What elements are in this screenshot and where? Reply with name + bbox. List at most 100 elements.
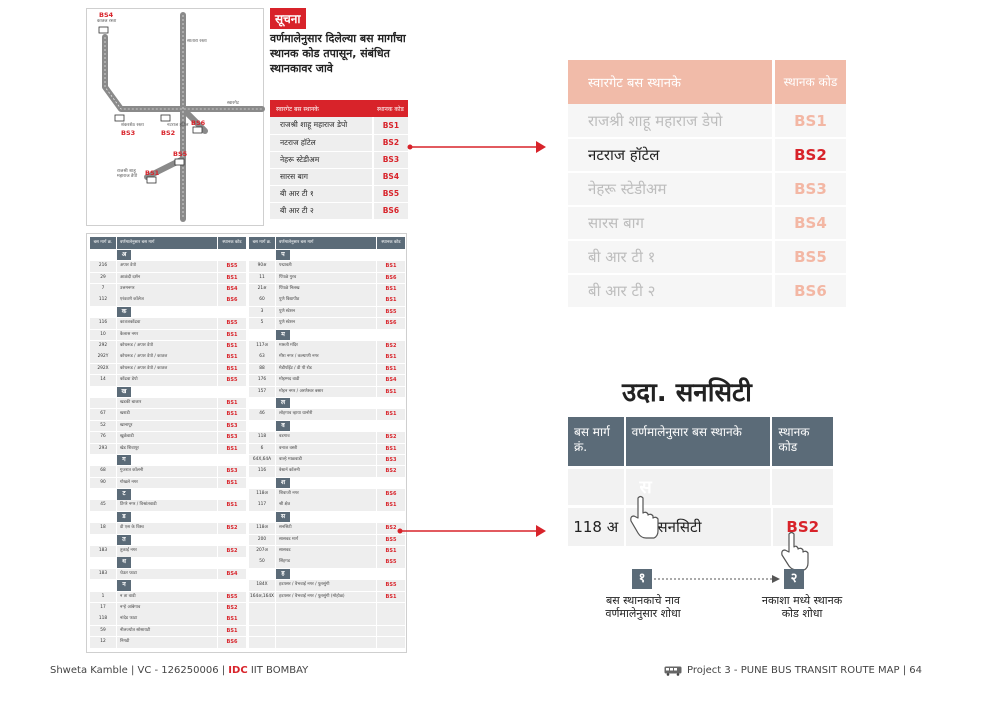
index-header-route: बस मार्ग क्र.: [249, 237, 275, 249]
index-stop-name: सासवड मार्ग: [276, 534, 376, 546]
table-row: 10 कैलास नगर BS1: [90, 329, 246, 341]
index-cell-empty: [90, 534, 116, 546]
table-row: 88 मेडीपॉईंट / डी पी रोड BS1: [249, 363, 405, 375]
step-1-badge: १: [632, 569, 652, 589]
table-row: 76 खुळेवाडी BS3: [90, 432, 246, 443]
table-row: 29 आळंदी दर्शन BS1: [90, 272, 246, 284]
index-stop-name: मोहन नगर / अरणेश्वर बसार: [276, 386, 376, 398]
index-header: बस मार्ग क्र. वर्णमालेनुसार बस मार्ग स्थान…: [249, 237, 405, 249]
table-row: 118 वडगाव BS2: [249, 432, 405, 443]
example-col-name: वर्णमालेनुसार बस स्थानके: [625, 417, 771, 466]
index-route: 118: [249, 432, 275, 443]
index-cell-empty: [377, 511, 405, 523]
index-route: 60: [249, 295, 275, 306]
index-route: 1: [90, 591, 116, 603]
index-stop-code: BS2: [218, 546, 246, 557]
index-letter-row: न: [90, 580, 246, 591]
step-1-label: बस स्थानकाचे नाव वर्णमालेनुसार शोधा: [605, 594, 681, 620]
index-stop-name: लोहगाव व्हाया धानोरी: [276, 409, 376, 420]
index-stop-name: पुणे स्टेशन: [276, 306, 376, 318]
table-row: 7 उत्तमनगर BS4: [90, 284, 246, 295]
table-row: राजश्री शाहू महाराज डेपो BS1: [270, 117, 408, 135]
table-row: 46 लोहगाव व्हाया धानोरी BS1: [249, 409, 405, 420]
index-stop-code: BS6: [377, 489, 405, 500]
stop-code: BS2: [371, 134, 408, 152]
index-stop-name: शिवाजी नगर: [276, 489, 376, 500]
index-route: [90, 397, 116, 409]
index-stop-name: हडपसर / वैभवाई नगर / फुरसुंगी: [276, 580, 376, 591]
index-stop-name: उत्तमनगर: [117, 284, 217, 295]
index-cell-empty: [218, 454, 246, 466]
index-stop-name: श्री क्षेत्र: [276, 500, 376, 511]
index-route: 63: [249, 352, 275, 363]
index-route: 164अ,164X: [249, 591, 275, 603]
table-row: सारस बाग BS4: [270, 168, 408, 186]
index-cell-empty: [377, 397, 405, 409]
example-letter-row: स: [568, 469, 833, 505]
index-stop-name: कोथरूड / अप्पर डेपो / कात्रज: [117, 352, 217, 363]
index-cell-empty: [377, 477, 405, 489]
index-cell-empty: [249, 603, 275, 614]
index-letter: ह: [276, 568, 290, 580]
table-row: 21अ पिंपळे निलख BS1: [249, 284, 405, 295]
index-stop-code: BS1: [218, 397, 246, 409]
index-empty-row: [249, 637, 405, 648]
index-stop-name: कोंढवा डेपो: [117, 375, 217, 386]
index-stop-code: BS5: [218, 591, 246, 603]
stop-name: नेहरू स्टेडीअम: [270, 151, 373, 169]
map-roads: [98, 12, 265, 222]
index-stop-name: कात्रजकोंढवा: [117, 318, 217, 329]
index-letter-cell: ह: [276, 568, 376, 580]
index-stop-code: BS4: [218, 568, 246, 580]
index-stop-code: BS5: [377, 557, 405, 568]
table-row: 14 कोंढवा डेपो BS5: [90, 375, 246, 386]
stop-code: BS5: [771, 240, 846, 275]
index-empty-row: [249, 603, 405, 614]
index-cell-empty: [377, 249, 405, 261]
index-stop-name: अप्पर डेपो: [117, 261, 217, 272]
index-route: 292Y: [90, 352, 116, 363]
index-letter-row: ग: [90, 454, 246, 466]
index-letter-cell: ग: [117, 454, 217, 466]
index-stop-code: BS4: [377, 375, 405, 386]
index-letter: व: [276, 420, 290, 432]
stops-header-name: स्वारगेट बस स्थानके: [568, 60, 774, 104]
map-stop-bs2: BS2: [161, 129, 176, 137]
step-2-badge: २: [784, 569, 804, 589]
index-stop-code: BS5: [218, 375, 246, 386]
index-stop-name: न ता वाडी: [117, 591, 217, 603]
stop-code: BS4: [771, 206, 846, 241]
example-route: 118 अ: [568, 508, 624, 546]
index-stop-name: आळंदी दर्शन: [117, 272, 217, 284]
table-row: 118अ शिवाजी नगर BS6: [249, 489, 405, 500]
index-cell-empty: [249, 511, 275, 523]
index-cell-empty: [276, 625, 376, 637]
index-letter-row: थ: [90, 557, 246, 568]
index-route: 68: [90, 466, 116, 477]
stop-code: BS5: [371, 185, 408, 203]
table-row: 60 पुणे विद्यापीठ BS1: [249, 295, 405, 306]
index-letter: न: [117, 580, 131, 591]
footer-idc: IDC: [228, 665, 248, 676]
table-row: 17 नऱ्हे आंबेगाव BS2: [90, 603, 246, 614]
index-stop-code: BS1: [377, 500, 405, 511]
example-col-code: स्थानक कोड: [772, 417, 833, 466]
table-row: 52 खानापूर BS3: [90, 420, 246, 432]
index-cell-empty: [377, 637, 405, 648]
index-cell-empty: [377, 329, 405, 341]
index-stop-name: निगडी: [117, 637, 217, 648]
table-row: बी आर टी २ BS6: [568, 274, 846, 309]
index-stop-code: BS1: [218, 477, 246, 489]
index-route: 118: [90, 614, 116, 625]
index-cell-empty: [218, 386, 246, 398]
route-index-right-column: बस मार्ग क्र. वर्णमालेनुसार बस मार्ग स्थान…: [249, 237, 405, 649]
table-row: 116 वेस्टर्न कॉलनी BS2: [249, 466, 405, 477]
index-stop-code: BS2: [218, 603, 246, 614]
index-stop-name: थेऊर फाटा: [117, 568, 217, 580]
index-stop-name: कोथरूड / अप्पर डेपो: [117, 341, 217, 352]
stop-name: नटराज हॉटेल: [270, 134, 373, 152]
index-stop-code: BS1: [377, 363, 405, 375]
index-route: 7: [90, 284, 116, 295]
index-stop-code: BS1: [218, 500, 246, 511]
